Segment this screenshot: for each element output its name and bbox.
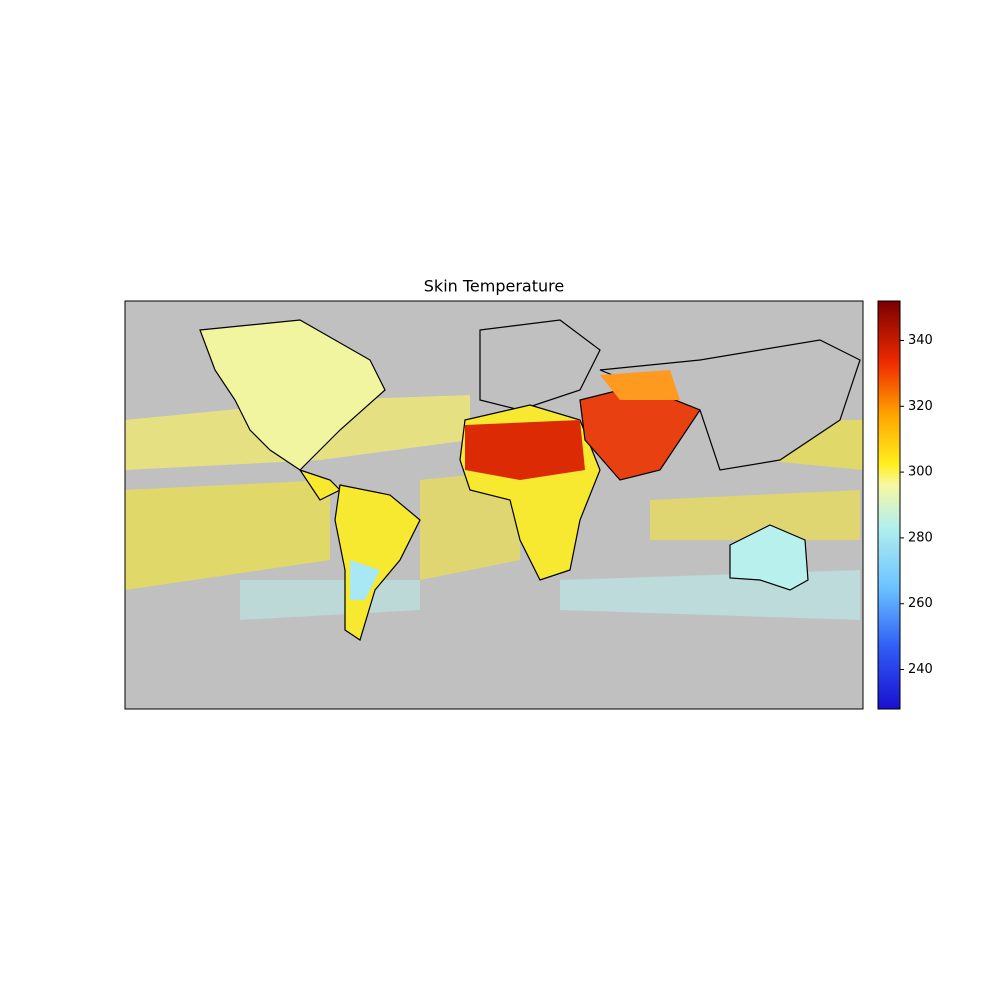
land-field xyxy=(600,370,680,400)
colorbar-tick-label: 280 xyxy=(908,530,933,545)
land-north-america xyxy=(199,319,386,471)
map xyxy=(125,301,863,709)
colorbar-tick-label: 240 xyxy=(908,662,933,677)
land-field xyxy=(350,560,380,600)
chart-title: Skin Temperature xyxy=(424,277,564,296)
ocean-field xyxy=(125,480,330,590)
colorbar-tick-label: 260 xyxy=(908,596,933,611)
colorbar-tick-label: 300 xyxy=(908,465,933,480)
map-frame xyxy=(124,300,864,710)
colorbar-tick-label: 320 xyxy=(908,399,933,414)
land-south-america xyxy=(334,484,421,641)
colorbar-tick-label: 340 xyxy=(908,333,933,348)
land-europe xyxy=(479,319,601,411)
ocean-field xyxy=(420,470,520,580)
land-australia xyxy=(729,524,809,591)
land-field xyxy=(465,420,585,480)
colorbar xyxy=(877,300,901,710)
ocean-field xyxy=(650,490,860,540)
